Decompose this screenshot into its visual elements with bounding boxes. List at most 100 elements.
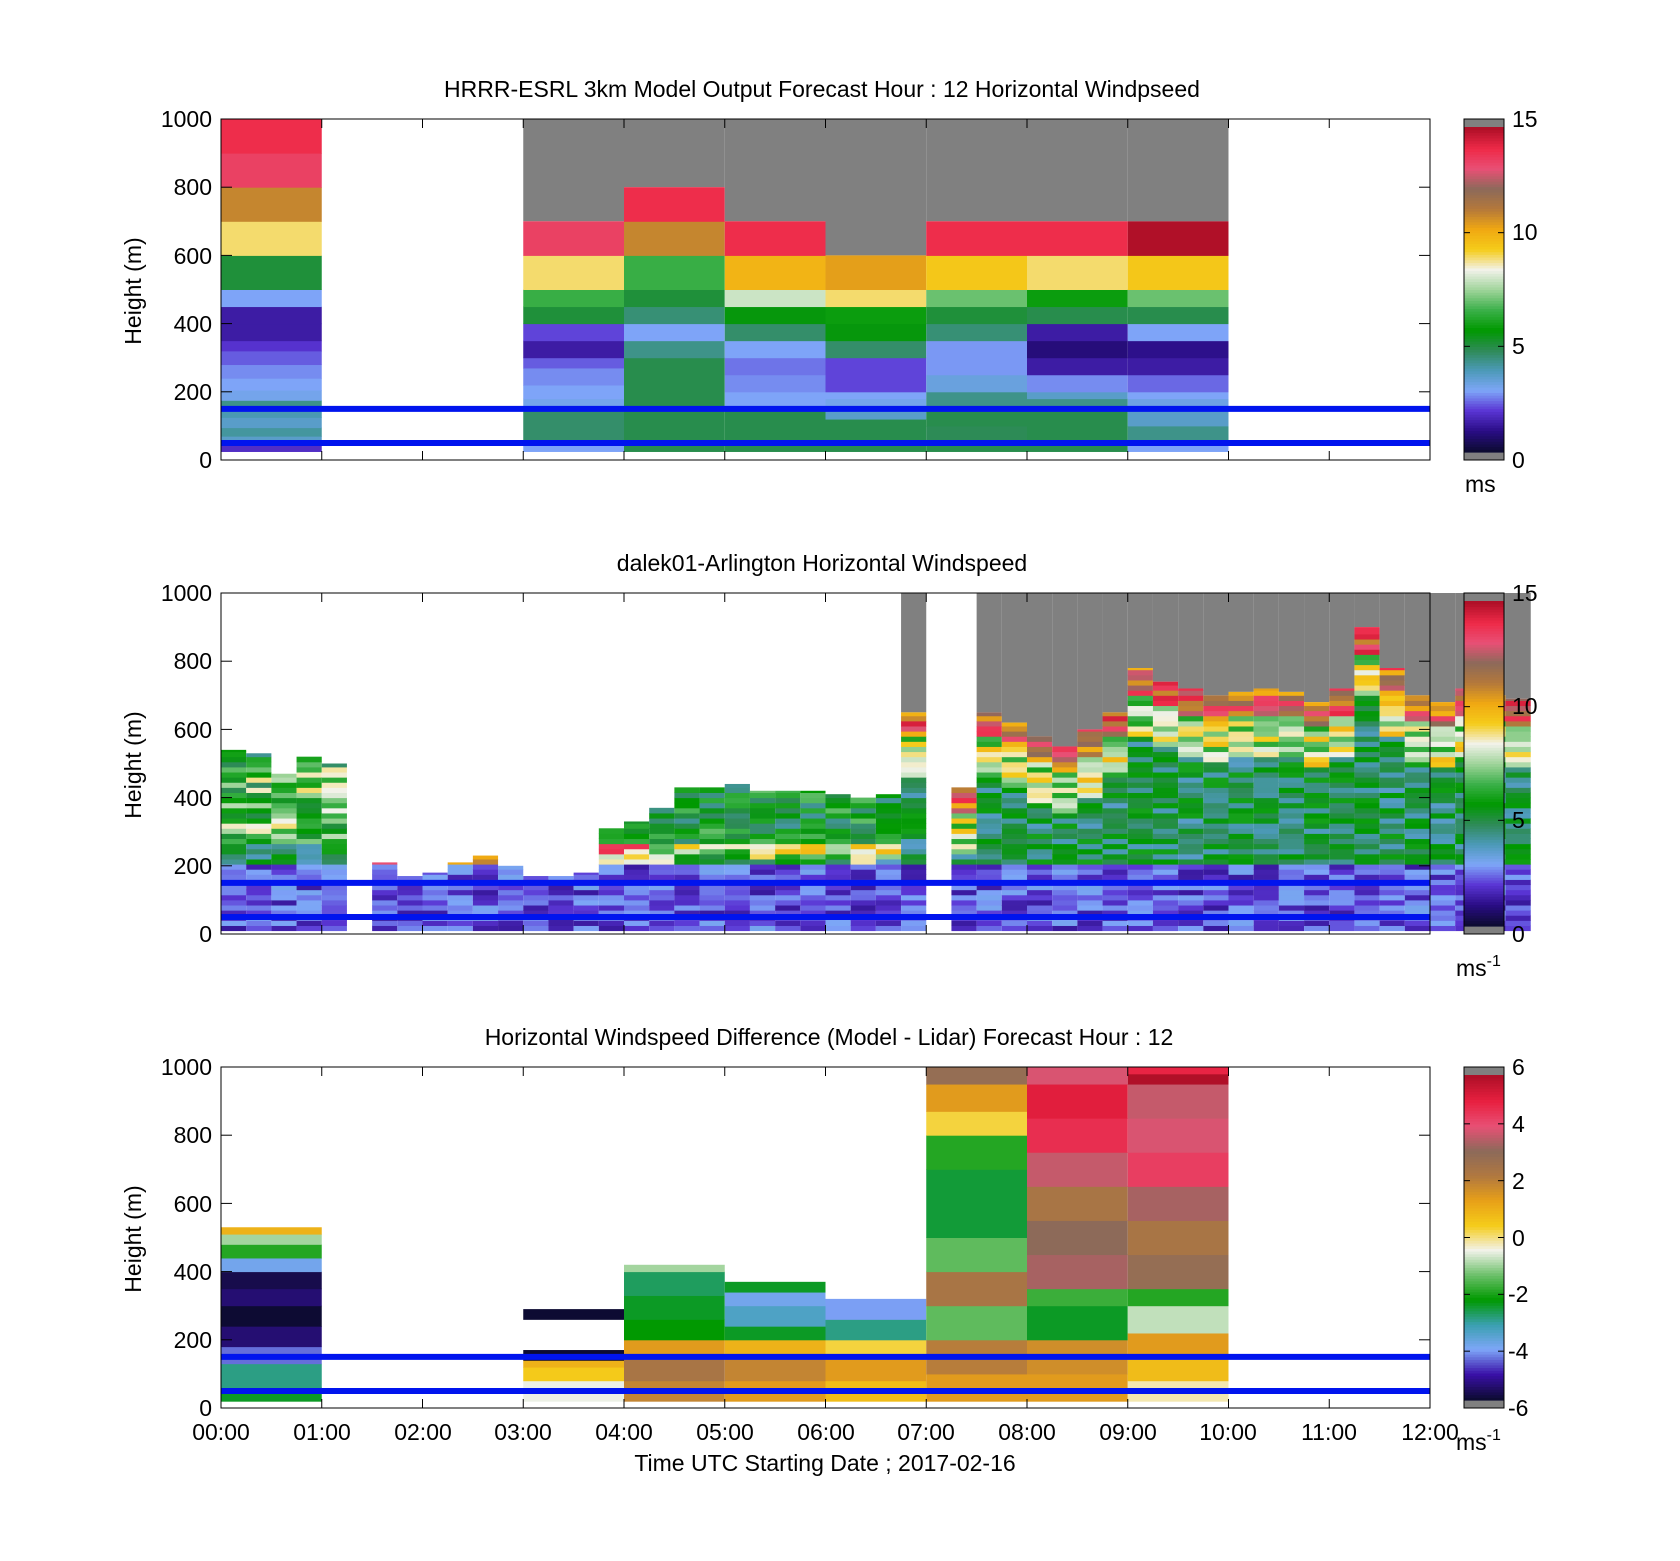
heatmap-cell [1127,833,1153,840]
heatmap-cell [1203,874,1229,880]
heatmap-cell [1430,736,1456,742]
heatmap-cell [1027,374,1128,393]
heatmap-cell [221,1288,322,1307]
heatmap-cell [1203,858,1229,865]
heatmap-cell [749,905,776,911]
heatmap-cell [875,794,902,799]
heatmap-cell [1304,797,1330,804]
heatmap-cell [221,1227,322,1235]
heatmap-cell [901,894,927,901]
colorbar-swatch [1464,1148,1504,1152]
heatmap-cell [498,889,524,896]
heatmap-cell [296,920,322,926]
heatmap-cell [1203,695,1229,701]
heatmap-cell [699,833,725,840]
heatmap-cell [246,766,272,773]
heatmap-cell [1127,736,1153,742]
heatmap-cell [1077,925,1103,932]
heatmap-cell [1329,690,1355,696]
heatmap-cell [397,905,423,911]
heatmap-cell [1077,869,1103,875]
heatmap-cell [321,920,347,926]
colorbar-swatch [1464,278,1504,282]
heatmap-cell [246,910,272,916]
heatmap-cell [1027,797,1053,804]
colorbar-swatch [1464,917,1504,922]
heatmap-cell [1278,691,1305,696]
heatmap-cell [800,899,826,906]
heatmap-cell [472,884,499,891]
heatmap-cell [624,1356,725,1382]
colorbar-swatch [1464,1253,1504,1258]
heatmap-cell [1430,828,1456,834]
heatmap-cell [1127,715,1153,722]
heatmap-cell [800,797,826,804]
heatmap-cell [976,720,1002,727]
heatmap-cell [447,905,473,911]
heatmap-cell [321,818,347,824]
colorbar-swatch [1464,1129,1504,1133]
colorbar-swatch [1464,722,1504,727]
heatmap-cell [498,874,524,880]
heatmap-cell [1027,802,1053,809]
heatmap-cell [1430,756,1456,763]
heatmap-cell [926,1237,1027,1273]
colorbar-swatch [1464,1121,1504,1125]
heatmap-cell [901,777,927,783]
heatmap-cell [1152,802,1179,809]
heatmap-cell [649,899,675,906]
heatmap-cell [1304,920,1330,926]
heatmap-cell [523,925,549,932]
ytick-label: 800 [174,648,212,674]
heatmap-cell [775,864,801,870]
heatmap-cell [598,869,624,875]
colorbar-swatch [1464,159,1504,163]
heatmap-cell [1102,828,1128,834]
missing-data-cell [1027,119,1128,222]
heatmap-cell [1178,925,1204,932]
heatmap-cell [976,751,1002,758]
heatmap-cell [1127,1186,1229,1221]
heatmap-cell [1203,725,1229,732]
colorbar-swatch [1464,357,1504,361]
heatmap-cell [1228,889,1254,896]
heatmap-cell [649,828,675,834]
heatmap-cell [1178,731,1204,737]
heatmap-cell [1379,899,1405,906]
colorbar-swatch [1464,717,1504,721]
heatmap-cell [850,925,876,932]
heatmap-cell [1203,889,1229,896]
heatmap-cell [1278,787,1305,793]
heatmap-cell [624,853,650,860]
colorbar-swatch [1464,202,1504,207]
heatmap-cell [926,425,1027,444]
heatmap-cell [951,884,977,891]
heatmap-cell [1354,884,1380,891]
heatmap-cell [1354,894,1380,901]
colorbar-tick-label: -4 [1508,1338,1529,1364]
heatmap-cell [800,790,826,793]
heatmap-cell [246,853,272,860]
heatmap-cell [749,802,776,809]
colorbar-swatch [1464,1372,1504,1377]
colorbar-swatch [1464,359,1504,364]
heatmap-cell [724,783,750,788]
heatmap-cell [699,818,725,824]
heatmap-cell [271,920,297,926]
heatmap-cell [1404,853,1430,860]
heatmap-cell [951,925,977,932]
heatmap-cell [1127,910,1153,916]
heatmap-cell [1152,725,1179,732]
heatmap-cell [296,807,322,814]
heatmap-cell [1152,858,1179,865]
heatmap-cell [447,925,473,932]
heatmap-cell [850,889,876,896]
ytick-label: 1000 [161,1054,212,1080]
heatmap-cell [1278,766,1305,773]
heatmap-cell [1178,736,1204,742]
heatmap-cell [850,864,876,870]
heatmap-cell [1077,828,1103,834]
heatmap-cell [1329,848,1355,855]
heatmap-cell [221,874,247,880]
heatmap-cell [296,766,322,773]
